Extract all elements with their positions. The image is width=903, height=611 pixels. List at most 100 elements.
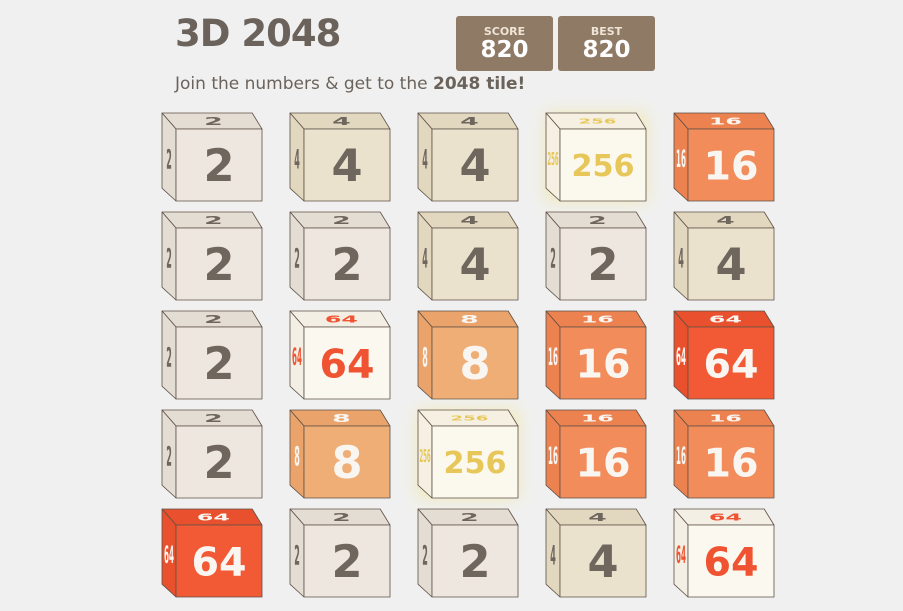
tile-value: 2 [203, 140, 234, 192]
tile-cube-16: 16 16 16 [673, 409, 775, 499]
tile-value-top: 8 [332, 412, 351, 425]
tile-value: 2 [459, 536, 490, 588]
tile-cube-64: 64 64 64 [289, 310, 391, 400]
tile-value: 2 [331, 239, 362, 291]
tile-value-top: 16 [709, 116, 742, 127]
tile-cube-2: 222 [161, 310, 263, 400]
tile-value-side: 64 [292, 345, 302, 372]
tile-value-side: 256 [547, 150, 558, 170]
tile-cube-64: 64 64 64 [161, 508, 263, 598]
tile-value-top: 2 [588, 214, 607, 227]
tile-value-side: 4 [422, 144, 428, 175]
tile-cube-4: 444 [545, 508, 647, 598]
tile-cube-64: 64 64 64 [673, 310, 775, 400]
tile-value-side: 2 [166, 441, 172, 472]
tile-value: 64 [191, 539, 246, 585]
tile-value: 16 [575, 341, 630, 387]
tile-value-side: 2 [166, 342, 172, 373]
game-title: 3D 2048 [175, 12, 341, 55]
tile-value-top: 2 [204, 412, 223, 425]
tile-value-side: 8 [422, 342, 428, 373]
score-value: 820 [480, 37, 529, 63]
tile-value-top: 4 [460, 214, 479, 227]
tile-cube-2: 222 [545, 211, 647, 301]
tile-front-face [175, 128, 263, 202]
tile-front-face [687, 425, 775, 499]
tile-cube-64: 64 64 64 [673, 508, 775, 598]
score-label: SCORE [483, 25, 526, 38]
tile-value-side: 64 [676, 543, 686, 570]
tile-value-top: 16 [581, 413, 614, 424]
tile-cube-256: 256 256 256 [545, 112, 647, 202]
tile-front-face [559, 425, 647, 499]
tile-front-face [303, 524, 391, 598]
tile-value-top: 2 [204, 313, 223, 326]
tile-value-top: 64 [197, 512, 230, 523]
tile-cube-2: 222 [161, 409, 263, 499]
subtitle: Join the numbers & get to the 2048 tile! [175, 74, 525, 94]
tile-value-top: 64 [709, 512, 742, 523]
tile-value: 64 [703, 341, 758, 387]
tile-front-face [303, 227, 391, 301]
tile-value-top: 4 [460, 115, 479, 128]
tile-front-face [175, 326, 263, 400]
tile-front-face [175, 227, 263, 301]
tile-value: 4 [459, 239, 490, 291]
tile-value-top: 2 [204, 115, 223, 128]
tile-front-face [175, 425, 263, 499]
tile-cube-16: 16 16 16 [545, 409, 647, 499]
tile-front-face [687, 128, 775, 202]
tile-value-top: 16 [709, 413, 742, 424]
tile-cube-2: 222 [161, 112, 263, 202]
tile-front-face [559, 227, 647, 301]
tile-cube-16: 16 16 16 [545, 310, 647, 400]
tile-value-side: 16 [676, 147, 686, 174]
tile-front-face [431, 128, 519, 202]
tile-value-side: 2 [294, 540, 300, 571]
subtitle-goal: 2048 tile! [432, 74, 526, 94]
tile-value-top: 64 [325, 314, 358, 325]
subtitle-text: Join the numbers & get to the [175, 74, 433, 94]
tile-value: 16 [575, 440, 630, 486]
tile-value-top: 256 [450, 414, 488, 422]
tile-value: 4 [331, 140, 362, 192]
tile-value-top: 8 [460, 313, 479, 326]
tile-value-side: 16 [548, 444, 558, 471]
tile-value: 16 [703, 143, 758, 189]
score-box: SCORE 820 [456, 16, 553, 71]
tile-front-face [303, 425, 391, 499]
tile-cube-2: 222 [417, 508, 519, 598]
tile-cube-4: 444 [673, 211, 775, 301]
tile-value-side: 8 [294, 441, 300, 472]
tile-value-side: 4 [678, 243, 684, 274]
tile-value: 4 [715, 239, 746, 291]
tile-value: 2 [331, 536, 362, 588]
tile-value: 16 [703, 440, 758, 486]
tile-front-face [303, 128, 391, 202]
tile-value-top: 64 [709, 314, 742, 325]
tile-value-side: 64 [676, 345, 686, 372]
tile-cube-4: 444 [289, 112, 391, 202]
tile-value-top: 4 [716, 214, 735, 227]
tile-value: 64 [319, 341, 374, 387]
tile-front-face [687, 524, 775, 598]
tile-value: 2 [203, 338, 234, 390]
tile-front-face [687, 326, 775, 400]
tile-value: 2 [587, 239, 618, 291]
tile-value: 256 [571, 149, 634, 184]
tile-value: 4 [587, 536, 618, 588]
tile-value: 64 [703, 539, 758, 585]
best-label: BEST [590, 25, 623, 38]
tile-cube-8: 888 [417, 310, 519, 400]
tile-value-side: 2 [294, 243, 300, 274]
tile-cube-2: 222 [289, 211, 391, 301]
tile-value-side: 2 [550, 243, 556, 274]
tile-front-face [559, 524, 647, 598]
tile-front-face [687, 227, 775, 301]
tile-value-side: 2 [422, 540, 428, 571]
tile-value-side: 4 [294, 144, 300, 175]
tile-cube-4: 444 [417, 211, 519, 301]
tile-value-side: 16 [548, 345, 558, 372]
tile-cube-256: 256 256 256 [417, 409, 519, 499]
